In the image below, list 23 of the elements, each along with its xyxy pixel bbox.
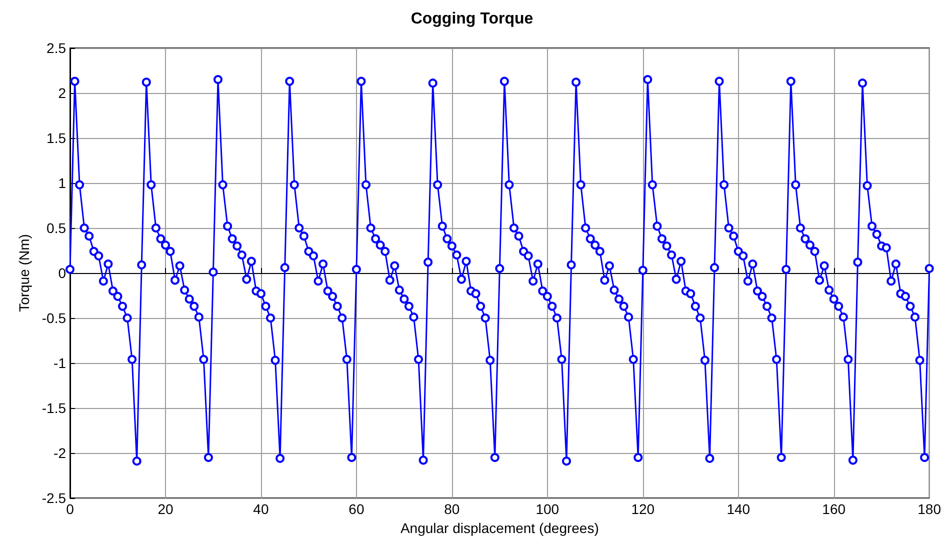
y-tick-label: 1.5 xyxy=(46,130,66,146)
x-tick-label: 120 xyxy=(631,501,655,517)
y-tick-label: 2 xyxy=(58,85,66,101)
y-tick-label: 0.5 xyxy=(46,220,66,236)
x-tick-label: 180 xyxy=(918,501,942,517)
y-tick-label: -1.5 xyxy=(42,400,66,416)
y-tick-label: 1 xyxy=(58,175,66,191)
x-tick-label: 100 xyxy=(536,501,560,517)
x-tick-label: 40 xyxy=(253,501,269,517)
x-tick-label: 160 xyxy=(822,501,846,517)
x-axis-title: Angular displacement (degrees) xyxy=(400,520,599,536)
x-tick-label: 80 xyxy=(444,501,460,517)
chart-title: Cogging Torque xyxy=(410,10,534,28)
x-tick-label: 140 xyxy=(726,501,750,517)
y-tick-label: 2.5 xyxy=(46,40,66,56)
y-tick-label: -2 xyxy=(54,445,66,461)
y-tick-label: -2.5 xyxy=(42,490,66,506)
x-tick-label: 60 xyxy=(348,501,364,517)
y-tick-label: -0.5 xyxy=(42,310,66,326)
y-tick-label: 0 xyxy=(58,265,66,281)
y-axis-title: Torque (Nm) xyxy=(16,234,32,312)
x-tick-label: 20 xyxy=(158,501,174,517)
y-tick-label: -1 xyxy=(54,355,66,371)
